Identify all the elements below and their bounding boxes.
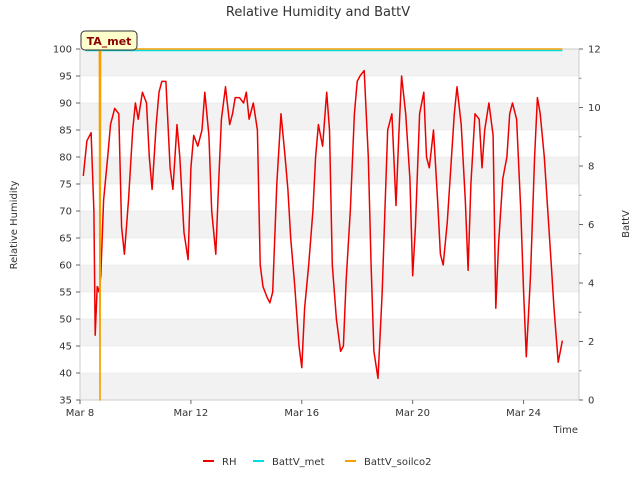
x-tick-label: Mar 8 bbox=[66, 408, 94, 419]
legend: RH BattV_met BattV_soilco2 bbox=[203, 457, 432, 468]
y-tick-label: 35 bbox=[59, 396, 72, 407]
y-tick-label: 65 bbox=[59, 234, 72, 245]
grid-band bbox=[80, 319, 579, 346]
chart-title: Relative Humidity and BattV bbox=[226, 5, 410, 20]
x-tick-label: Mar 12 bbox=[173, 408, 208, 419]
y2-tick-label: 6 bbox=[588, 220, 594, 231]
y-tick-label: 100 bbox=[53, 45, 72, 56]
y-tick-label: 80 bbox=[59, 153, 72, 164]
grid-band bbox=[80, 49, 579, 76]
y2-axis-title: BattV bbox=[621, 210, 632, 238]
axes: 35 40 45 50 55 60 65 70 75 80 85 90 95 100 0 2 4 6 8 10 12 Ma… bbox=[53, 45, 601, 420]
y-tick-label: 75 bbox=[59, 180, 72, 191]
y-axis-title: Relative Humidity bbox=[9, 181, 20, 270]
y-tick-label: 95 bbox=[59, 72, 72, 83]
y2-tick-label: 10 bbox=[588, 103, 601, 114]
y2-tick-label: 0 bbox=[588, 396, 594, 407]
y-tick-label: 70 bbox=[59, 207, 72, 218]
grid-band bbox=[80, 211, 579, 238]
x-tick-label: Mar 20 bbox=[395, 408, 430, 419]
grid-band bbox=[80, 373, 579, 400]
legend-label: BattV_met bbox=[272, 457, 325, 468]
y2-tick-label: 2 bbox=[588, 337, 594, 348]
legend-label: RH bbox=[222, 457, 236, 468]
y-tick-label: 45 bbox=[59, 342, 72, 353]
y-tick-label: 60 bbox=[59, 261, 72, 272]
annotation-text: TA_met bbox=[87, 35, 132, 48]
x-tick-label: Mar 24 bbox=[506, 408, 541, 419]
y-tick-label: 50 bbox=[59, 315, 72, 326]
annotation-badge: TA_met bbox=[80, 30, 138, 51]
y-tick-label: 90 bbox=[59, 99, 72, 110]
y-tick-label: 40 bbox=[59, 369, 72, 380]
x-tick-label: Mar 16 bbox=[284, 408, 319, 419]
x-axis-title: Time bbox=[553, 425, 578, 436]
y-tick-label: 85 bbox=[59, 126, 72, 137]
y2-tick-label: 4 bbox=[588, 279, 594, 290]
grid-bands bbox=[80, 48, 579, 401]
legend-label: BattV_soilco2 bbox=[364, 457, 432, 468]
y2-tick-label: 8 bbox=[588, 162, 594, 173]
y-tick-label: 55 bbox=[59, 288, 72, 299]
y2-tick-label: 12 bbox=[588, 45, 601, 56]
grid-band bbox=[80, 265, 579, 292]
series-line-rh bbox=[82, 69, 564, 380]
